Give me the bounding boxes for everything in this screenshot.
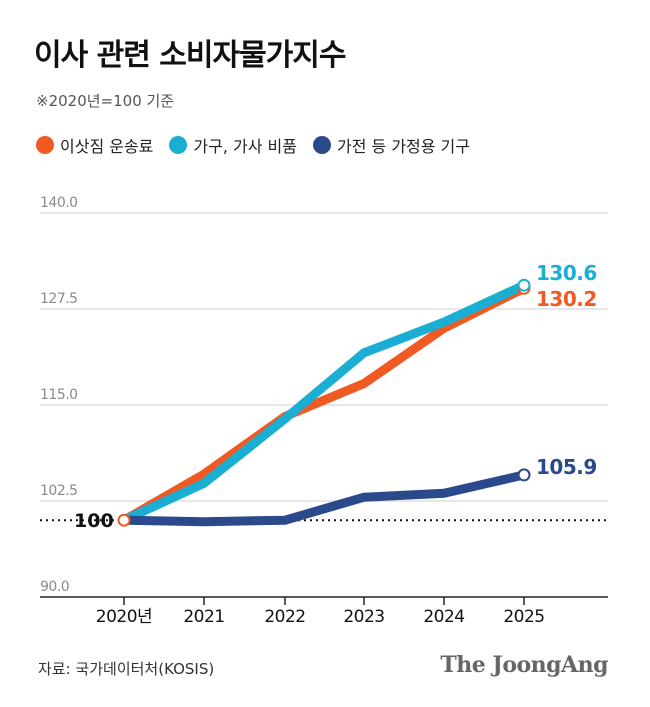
x-tick-label: 2025 <box>503 607 544 627</box>
series-line-moving <box>121 284 527 525</box>
series-line-furniture <box>122 281 526 525</box>
legend-label-furniture: 가구, 가사 비품 <box>193 137 297 156</box>
legend-swatch-moving <box>36 136 54 154</box>
legend: 이삿짐 운송료 가구, 가사 비품 가전 등 가정용 기구 <box>36 133 486 157</box>
end-point-marker-furniture <box>517 278 531 292</box>
legend-swatch-furniture <box>169 136 188 154</box>
y-tick-label: 90.0 <box>40 579 69 595</box>
legend-label-appliance: 가전 등 가정용 기구 <box>336 137 471 156</box>
legend-item-furniture: 가구, 가사 비품 <box>169 133 297 157</box>
chart-subtitle: ※2020년=100 기준 <box>36 92 175 110</box>
x-tick-label: 2022 <box>264 607 305 627</box>
y-tick-label: 140.0 <box>40 195 78 211</box>
legend-swatch-appliance <box>312 136 331 154</box>
legend-item-appliance: 가전 등 가정용 기구 <box>312 133 471 157</box>
legend-label-moving: 이삿짐 운송료 <box>60 137 154 156</box>
legend-item-moving: 이삿짐 운송료 <box>36 133 153 157</box>
x-tick-label: 2023 <box>343 607 384 627</box>
data-label-furniture: 130.6 <box>536 261 597 285</box>
y-tick-label: 127.5 <box>40 291 78 307</box>
baseline-label: 100 <box>74 510 114 532</box>
x-tick-label: 2024 <box>423 607 464 627</box>
y-tick-label: 102.5 <box>40 483 78 499</box>
source-note: 자료: 국가데이터처(KOSIS) <box>38 660 215 678</box>
publisher-logo: The JoongAng <box>440 652 608 678</box>
x-tick-label: 2021 <box>183 607 224 627</box>
y-tick-label: 115.0 <box>40 387 78 403</box>
data-label-appliance: 105.9 <box>536 455 597 479</box>
x-tick-label: 2020년 <box>96 607 152 627</box>
series-line-appliance <box>123 470 526 527</box>
start-point-marker <box>117 513 131 527</box>
chart-title: 이사 관련 소비자물가지수 <box>34 38 346 73</box>
end-point-marker-appliance <box>517 468 531 482</box>
data-label-moving: 130.2 <box>536 287 597 311</box>
